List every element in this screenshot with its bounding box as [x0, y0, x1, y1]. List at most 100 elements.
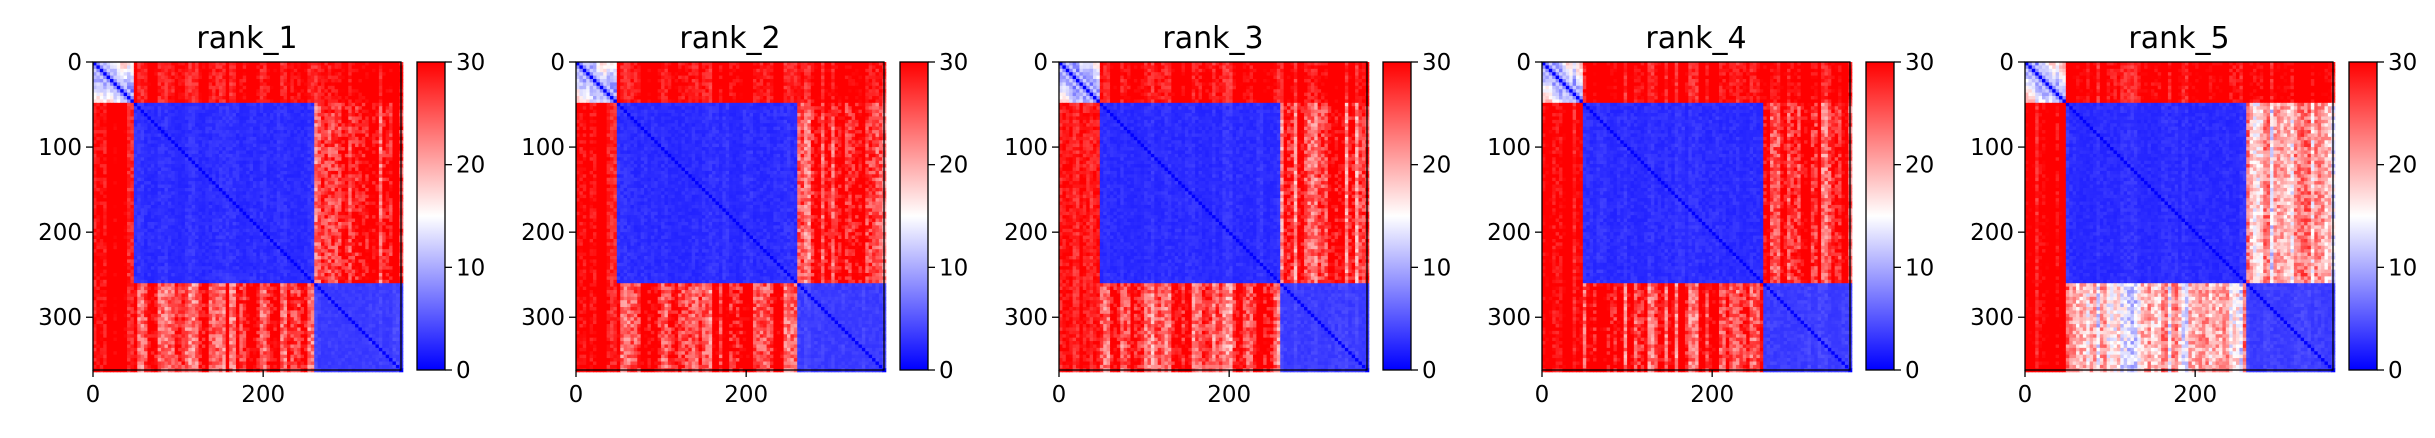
- heatmap-cell: [229, 65, 233, 69]
- heatmap-cell: [168, 86, 172, 90]
- heatmap-cell: [318, 65, 322, 69]
- heatmap-cell: [348, 72, 352, 76]
- heatmap-cell: [321, 79, 325, 83]
- heatmap-cell: [141, 72, 145, 76]
- heatmap-cell: [277, 79, 281, 83]
- heatmap-cell: [250, 76, 254, 80]
- heatmap-cell: [287, 76, 291, 80]
- heatmap-cell: [158, 86, 162, 90]
- heatmap-cell: [127, 69, 131, 73]
- heatmap-cell: [304, 86, 308, 90]
- heatmap-cell: [304, 82, 308, 86]
- heatmap-cell: [301, 93, 305, 97]
- heatmap-cell: [178, 69, 182, 73]
- heatmap-cell: [290, 93, 294, 97]
- heatmap-cell: [365, 86, 369, 90]
- heatmap-cell: [301, 69, 305, 73]
- heatmap-cell: [124, 89, 128, 93]
- heatmap-cell: [229, 69, 233, 73]
- heatmap-cell: [96, 93, 100, 97]
- heatmap-cell: [345, 79, 349, 83]
- heatmap-cell: [100, 69, 104, 73]
- heatmap-cell: [260, 82, 264, 86]
- heatmap-cell: [171, 86, 175, 90]
- heatmap-cell: [375, 69, 379, 73]
- heatmap-cell: [270, 93, 274, 97]
- heatmap-cell: [147, 72, 151, 76]
- heatmap-cell: [301, 79, 305, 83]
- heatmap-cell: [168, 65, 172, 69]
- heatmap-cell: [328, 86, 332, 90]
- heatmap-cell: [396, 82, 400, 86]
- heatmap-cell: [341, 72, 345, 76]
- heatmap-cell: [188, 86, 192, 90]
- heatmap-cell: [287, 79, 291, 83]
- heatmap-cell: [267, 69, 271, 73]
- heatmap-cell: [396, 69, 400, 73]
- heatmap-cell: [222, 72, 226, 76]
- heatmap-cell: [181, 89, 185, 93]
- heatmap-cell: [209, 86, 213, 90]
- heatmap-cell: [280, 93, 284, 97]
- heatmap-cell: [188, 65, 192, 69]
- heatmap-cell: [222, 69, 226, 73]
- heatmap-cell: [294, 69, 298, 73]
- heatmap-cell: [318, 82, 322, 86]
- heatmap-cell: [348, 79, 352, 83]
- heatmap-cell: [226, 65, 230, 69]
- heatmap-cell: [250, 86, 254, 90]
- heatmap-cell: [338, 82, 342, 86]
- heatmap-cell: [192, 82, 196, 86]
- heatmap-cell: [188, 69, 192, 73]
- heatmap-cell: [287, 72, 291, 76]
- heatmap-cell: [294, 72, 298, 76]
- heatmap-cell: [341, 82, 345, 86]
- heatmap-cell: [229, 76, 233, 80]
- heatmap-cell: [260, 89, 264, 93]
- heatmap-cell: [120, 69, 124, 73]
- heatmap-cell: [117, 69, 121, 73]
- heatmap-cell: [341, 86, 345, 90]
- heatmap-cell: [107, 93, 111, 97]
- heatmap-cell: [161, 76, 165, 80]
- heatmap-cell: [216, 82, 220, 86]
- heatmap-cell: [222, 89, 226, 93]
- heatmap-cell: [396, 86, 400, 90]
- heatmap-cell: [107, 65, 111, 69]
- heatmap-cell: [127, 65, 131, 69]
- heatmap-cell: [229, 86, 233, 90]
- heatmap-cell: [96, 65, 100, 69]
- heatmap-cell: [389, 72, 393, 76]
- heatmap-cell: [120, 76, 124, 80]
- heatmap-cell: [178, 76, 182, 80]
- heatmap-cell: [158, 79, 162, 83]
- heatmap-cell: [290, 72, 294, 76]
- heatmap-cell: [103, 93, 107, 97]
- heatmap-cell: [124, 82, 128, 86]
- heatmap-cell: [141, 93, 145, 97]
- heatmap-cell: [161, 93, 165, 97]
- heatmap-cell: [141, 86, 145, 90]
- heatmap-cell: [314, 82, 318, 86]
- heatmap-cell: [120, 82, 124, 86]
- heatmap-cell: [260, 69, 264, 73]
- heatmap-cell: [202, 89, 206, 93]
- heatmap-cell: [229, 93, 233, 97]
- heatmap-cell: [307, 93, 311, 97]
- heatmap-cell: [219, 82, 223, 86]
- heatmap-cell: [202, 86, 206, 90]
- heatmap-cell: [246, 72, 250, 76]
- heatmap-cell: [202, 69, 206, 73]
- heatmap-cell: [382, 82, 386, 86]
- heatmap-cell: [134, 79, 138, 83]
- heatmap-cell: [181, 93, 185, 97]
- heatmap-cell: [243, 65, 247, 69]
- heatmap-cell: [239, 65, 243, 69]
- heatmap-cell: [175, 86, 179, 90]
- heatmap-cell: [212, 72, 216, 76]
- heatmap-cell: [103, 65, 107, 69]
- heatmap-cell: [205, 69, 209, 73]
- heatmap-cell: [358, 69, 362, 73]
- heatmap-cell: [321, 82, 325, 86]
- heatmap-cell: [168, 69, 172, 73]
